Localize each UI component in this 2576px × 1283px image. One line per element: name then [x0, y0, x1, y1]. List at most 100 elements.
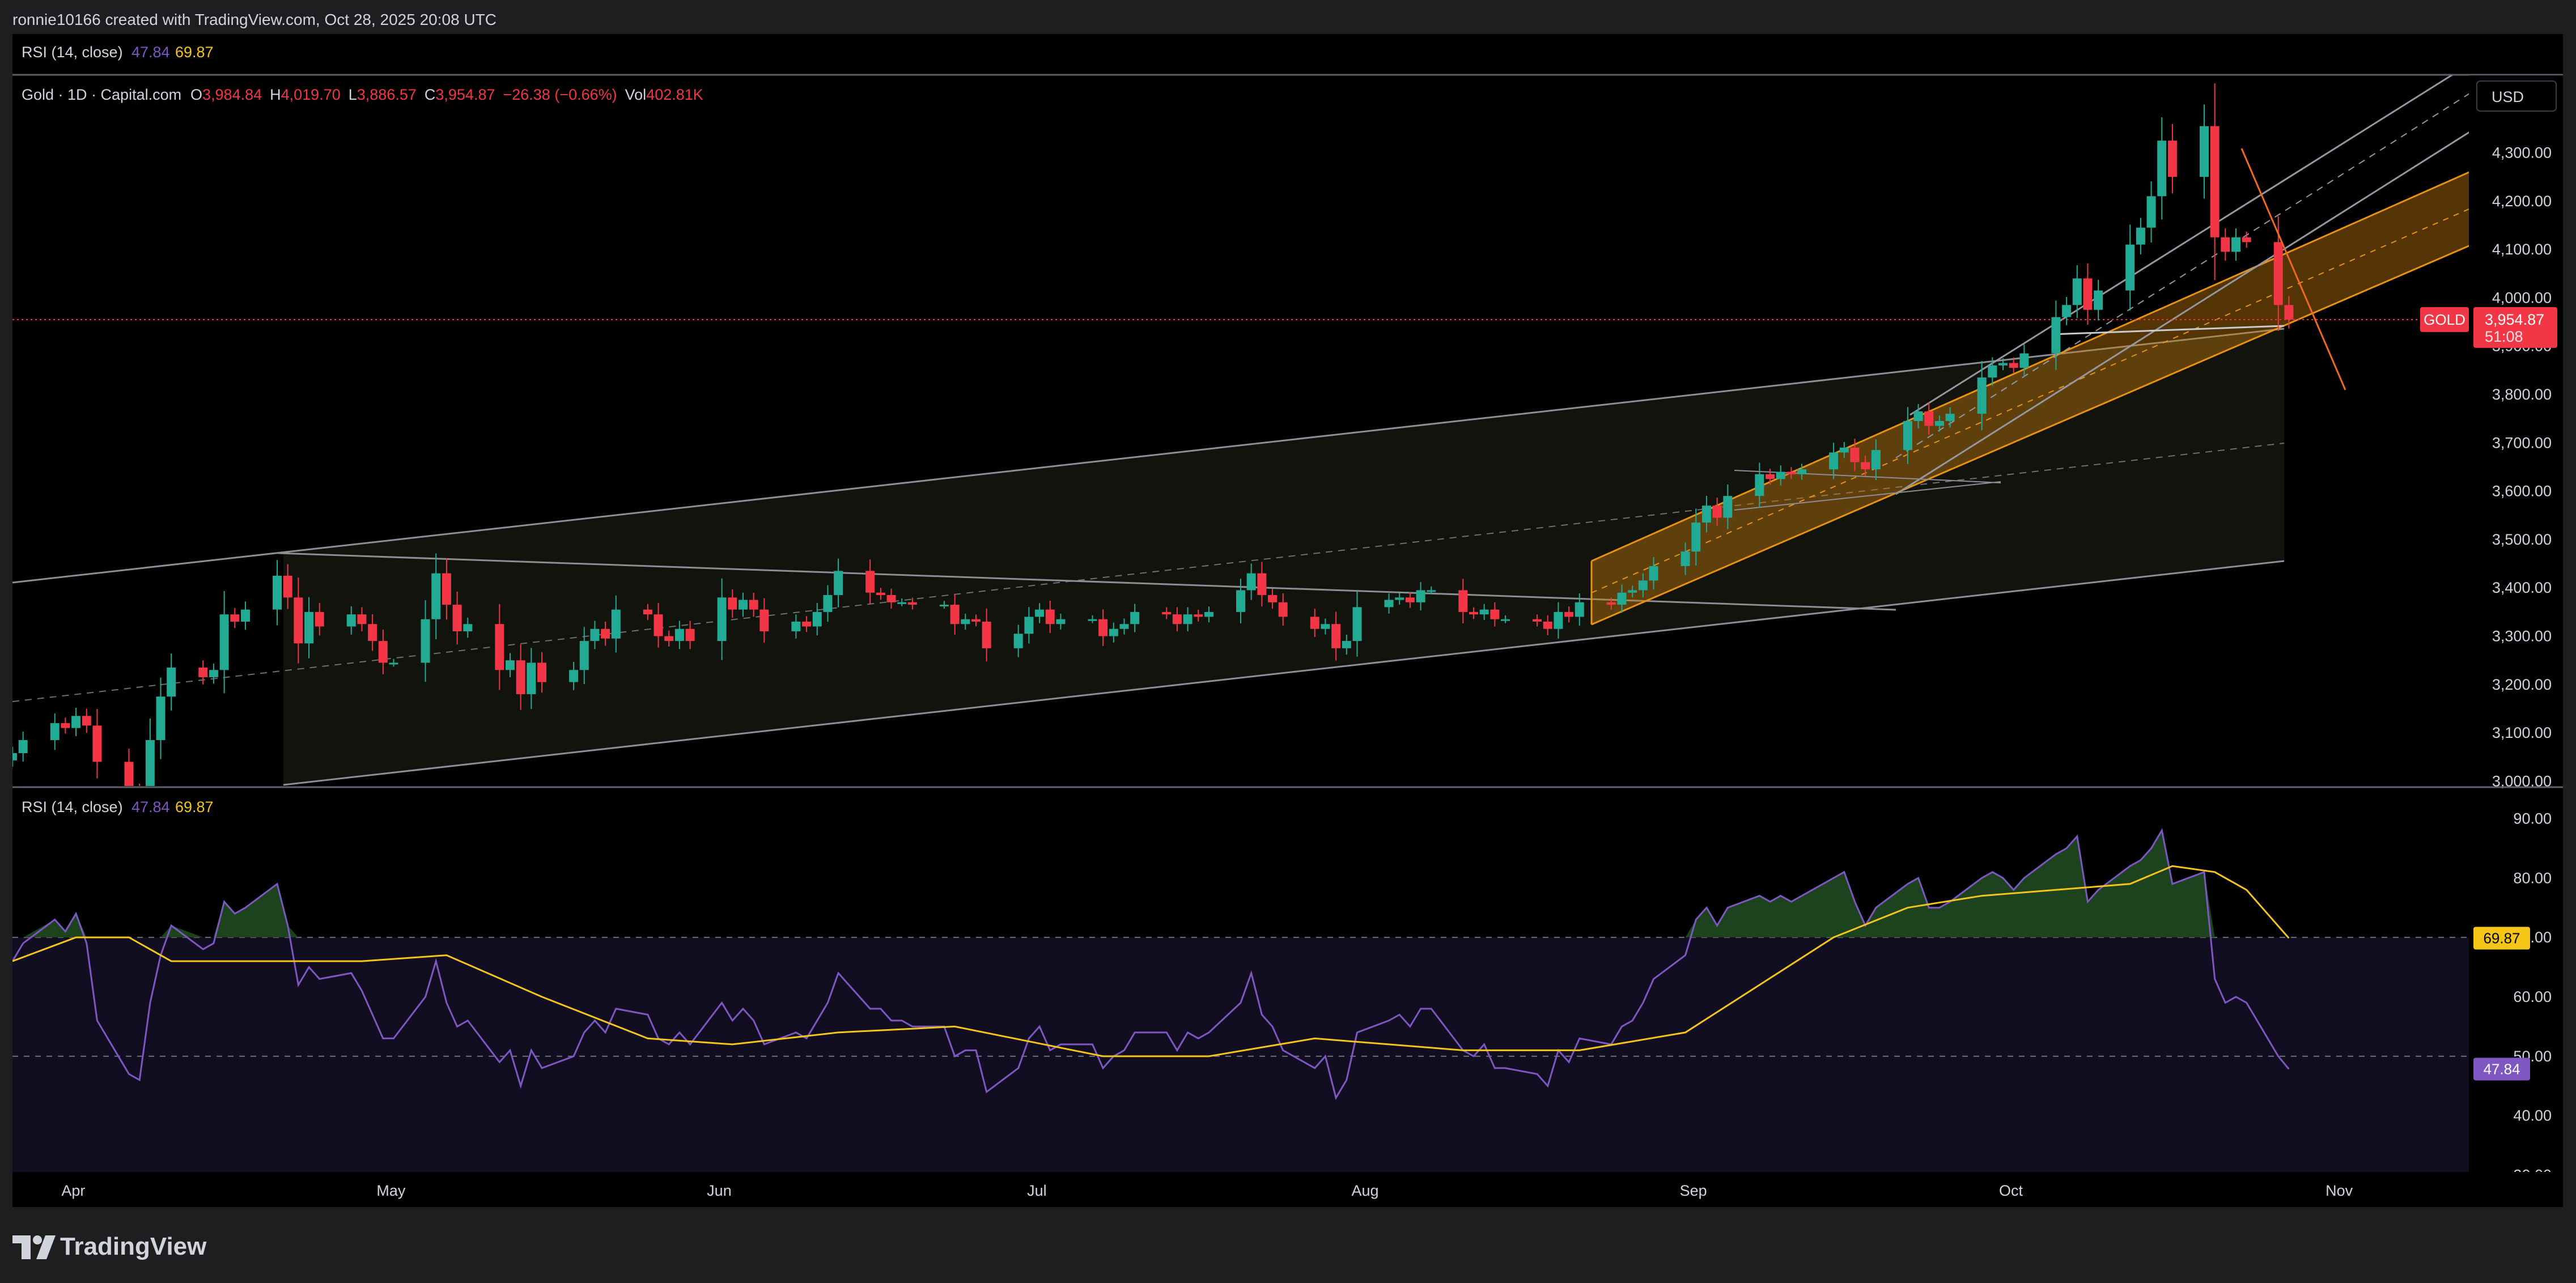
candle[interactable] [61, 723, 70, 728]
candle[interactable] [823, 595, 833, 612]
candle[interactable] [1183, 614, 1192, 624]
candle[interactable] [1924, 411, 1934, 426]
candle[interactable] [897, 602, 907, 604]
candle[interactable] [939, 605, 949, 607]
candle[interactable] [791, 621, 801, 632]
candle[interactable] [1119, 624, 1129, 629]
rsi-legend[interactable]: RSI (14, close) 47.84 69.87 [22, 798, 214, 815]
candle[interactable] [907, 602, 917, 605]
candle[interactable] [664, 636, 674, 642]
candle[interactable] [611, 609, 621, 639]
candle[interactable] [1628, 590, 1637, 593]
candle[interactable] [1829, 452, 1839, 470]
candle[interactable] [569, 670, 579, 682]
candle[interactable] [537, 662, 547, 682]
candle[interactable] [1723, 496, 1733, 518]
candle[interactable] [2009, 363, 2018, 368]
rsi-axis[interactable] [2469, 789, 2563, 1205]
candle[interactable] [389, 662, 398, 665]
candle[interactable] [1056, 619, 1066, 624]
candle[interactable] [1977, 377, 1987, 414]
candle[interactable] [145, 740, 155, 791]
candle[interactable] [156, 696, 165, 740]
candle[interactable] [1310, 617, 1319, 629]
candle[interactable] [368, 624, 377, 642]
candle[interactable] [167, 668, 176, 697]
candle[interactable] [1427, 590, 1436, 592]
candle[interactable] [1490, 609, 1500, 619]
candle[interactable] [273, 575, 282, 610]
candle[interactable] [219, 614, 229, 670]
candle[interactable] [653, 614, 663, 636]
candle[interactable] [601, 628, 610, 639]
candle[interactable] [1024, 617, 1034, 634]
candle[interactable] [516, 660, 525, 694]
candle[interactable] [2157, 141, 2167, 197]
candle[interactable] [1575, 602, 1584, 617]
candle[interactable] [876, 592, 885, 596]
candle[interactable] [431, 573, 441, 619]
candle[interactable] [2273, 242, 2283, 305]
candle[interactable] [1913, 411, 1923, 421]
candle[interactable] [1257, 573, 1267, 596]
candle[interactable] [1861, 462, 1870, 470]
candle[interactable] [1479, 609, 1489, 615]
candle[interactable] [1384, 600, 1394, 607]
candle[interactable] [812, 611, 822, 627]
candle[interactable] [1194, 614, 1203, 617]
candle[interactable] [2231, 237, 2241, 252]
candle[interactable] [8, 753, 17, 761]
candle[interactable] [1035, 609, 1045, 617]
candle[interactable] [759, 609, 769, 632]
candle[interactable] [1766, 474, 1775, 479]
candles[interactable] [8, 83, 2294, 813]
candle[interactable] [442, 573, 451, 605]
rsi-mini-legend[interactable]: RSI (14, close) 47.84 69.87 [22, 44, 214, 61]
candle[interactable] [1321, 624, 1330, 629]
candle[interactable] [1109, 628, 1118, 636]
candle[interactable] [346, 614, 356, 627]
candle[interactable] [1501, 619, 1510, 621]
candle[interactable] [240, 609, 250, 622]
candle[interactable] [1204, 611, 1213, 617]
candle[interactable] [1352, 607, 1362, 642]
candle[interactable] [1278, 602, 1288, 617]
candle[interactable] [1776, 471, 1785, 479]
candle[interactable] [1458, 590, 1468, 612]
candle[interactable] [1638, 580, 1648, 590]
candle[interactable] [1988, 365, 1997, 378]
candle[interactable] [950, 605, 960, 624]
candle[interactable] [1088, 619, 1097, 621]
time-axis[interactable]: Apr May Jun Jul Aug Sep Oct Nov [12, 1172, 2563, 1207]
candle[interactable] [198, 668, 208, 678]
candle[interactable] [1617, 592, 1627, 605]
candle[interactable] [1342, 641, 1351, 648]
main-pane[interactable]: 3,000.003,100.003,200.003,300.003,400.00… [8, 74, 2563, 813]
candle[interactable] [2221, 237, 2230, 252]
candle[interactable] [71, 716, 81, 728]
candle[interactable] [982, 621, 991, 648]
candle[interactable] [590, 628, 600, 642]
candle[interactable] [1045, 609, 1055, 624]
candle[interactable] [1543, 621, 1552, 629]
candle[interactable] [674, 628, 684, 642]
candle[interactable] [2199, 126, 2209, 177]
candle[interactable] [2284, 305, 2294, 320]
candle[interactable] [527, 662, 536, 694]
candle[interactable] [1533, 619, 1542, 622]
candle[interactable] [2125, 244, 2135, 291]
candle[interactable] [209, 670, 218, 678]
candle[interactable] [283, 575, 292, 598]
candle[interactable] [2167, 141, 2177, 177]
candle[interactable] [2019, 353, 2029, 368]
candle[interactable] [1786, 471, 1796, 474]
candle[interactable] [1098, 619, 1108, 636]
candle[interactable] [124, 762, 134, 788]
candle[interactable] [421, 619, 430, 663]
candle[interactable] [886, 595, 896, 602]
candle[interactable] [865, 571, 875, 593]
candle[interactable] [1554, 611, 1563, 629]
candle[interactable] [1945, 414, 1955, 421]
candle[interactable] [1871, 450, 1881, 470]
candle[interactable] [738, 600, 748, 610]
